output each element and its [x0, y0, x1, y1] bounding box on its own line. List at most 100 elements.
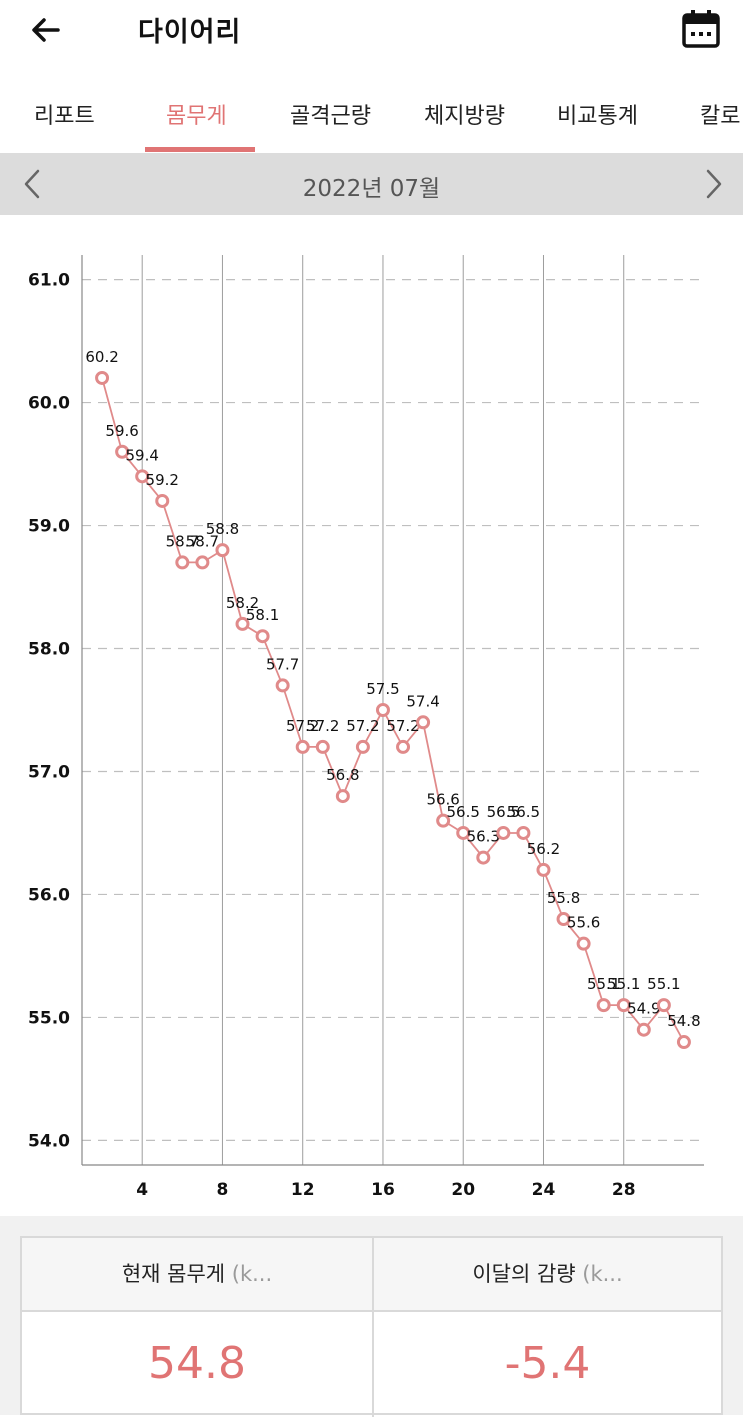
tab-weight[interactable]: 몸무게 [166, 104, 227, 129]
data-label: 57.2 [386, 717, 419, 735]
data-label: 57.7 [266, 655, 299, 673]
x-tick-label: 24 [532, 1180, 556, 1200]
data-point [235, 616, 250, 631]
data-label: 56.6 [426, 791, 459, 809]
current-weight-label: 현재 몸무게 [121, 1262, 226, 1286]
data-label: 57.5 [366, 680, 399, 698]
data-point [135, 469, 150, 484]
data-point [315, 739, 330, 754]
data-point [576, 936, 591, 951]
data-label: 59.2 [146, 471, 179, 489]
data-label: 56.8 [326, 766, 359, 784]
data-label: 55.6 [567, 914, 600, 932]
data-point [335, 789, 350, 804]
tab-skeletal-muscle[interactable]: 골격근량 [290, 104, 371, 129]
data-label: 56.2 [527, 840, 560, 858]
y-tick-label: 60.0 [28, 394, 70, 414]
current-weight-value: 54.8 [148, 1338, 246, 1389]
tab-bar: 리포트 몸무게 골격근량 체지방량 비교통계 칼로 [0, 62, 743, 154]
data-point [95, 370, 110, 385]
data-point [456, 825, 471, 840]
data-label: 58.2 [226, 594, 259, 612]
monthly-change-header: 이달의 감량 (k... [374, 1238, 721, 1312]
data-point [596, 998, 611, 1013]
data-label: 55.1 [587, 975, 620, 993]
current-weight-header: 현재 몸무게 (k... [22, 1238, 372, 1312]
monthly-change-label: 이달의 감량 [472, 1262, 576, 1286]
x-tick-label: 8 [217, 1180, 229, 1200]
chevron-right-icon[interactable] [700, 167, 728, 201]
data-label: 54.8 [667, 1012, 700, 1030]
calendar-icon[interactable] [682, 8, 720, 48]
data-point [476, 850, 491, 865]
weight-line-chart: 54.0 55.0 56.0 57.0 58.0 59.0 60.0 61.0 4 8 12 16 20… [28, 255, 704, 1200]
y-tick-label: 59.0 [28, 517, 70, 537]
data-point [155, 493, 170, 508]
data-label: 54.9 [627, 1000, 660, 1018]
data-label: 57.4 [406, 692, 439, 710]
data-point [676, 1035, 691, 1050]
data-point [295, 739, 310, 754]
data-label: 60.2 [85, 348, 118, 366]
data-point [616, 998, 631, 1013]
stats-divider [372, 1238, 374, 1417]
tab-body-fat[interactable]: 체지방량 [424, 104, 505, 129]
data-point [195, 555, 210, 570]
data-label: 56.3 [467, 828, 500, 846]
data-label: 57.2 [346, 717, 379, 735]
data-label: 56.5 [507, 803, 540, 821]
data-point [516, 825, 531, 840]
data-label: 56.5 [447, 803, 480, 821]
active-tab-indicator [145, 147, 255, 152]
data-point [636, 1022, 651, 1037]
data-label: 55.8 [547, 889, 580, 907]
data-point [255, 629, 270, 644]
data-point [536, 862, 551, 877]
data-label: 55.1 [647, 975, 680, 993]
data-point [175, 555, 190, 570]
page-title: 다이어리 [138, 17, 242, 48]
data-point [416, 715, 431, 730]
data-label: 59.4 [125, 446, 158, 464]
month-label: 2022년 07월 [302, 176, 441, 202]
data-point [436, 813, 451, 828]
tab-comparison-stats[interactable]: 비교통계 [557, 104, 638, 129]
x-tick-label: 16 [371, 1180, 395, 1200]
data-point [215, 543, 230, 558]
x-tick-label: 28 [612, 1180, 636, 1200]
weight-series-line [101, 377, 685, 1043]
y-tick-label: 55.0 [28, 1008, 70, 1028]
month-navigator: 2022년 07월 [0, 153, 743, 215]
data-label: 57.2 [286, 717, 319, 735]
x-tick-label: 4 [136, 1180, 148, 1200]
arrow-left-icon[interactable] [28, 12, 64, 48]
y-tick-label: 58.0 [28, 640, 70, 660]
data-point [115, 444, 130, 459]
weight-chart: 54.0 55.0 56.0 57.0 58.0 59.0 60.0 61.0 4 8 12 16 20… [0, 215, 743, 1215]
data-label: 58.7 [166, 532, 199, 550]
tab-calories[interactable]: 칼로 [700, 104, 741, 129]
chevron-left-icon[interactable] [18, 167, 46, 201]
data-label: 55.1 [607, 975, 640, 993]
data-label: 56.5 [487, 803, 520, 821]
data-label: 58.8 [206, 520, 239, 538]
y-tick-label: 56.0 [28, 885, 70, 905]
y-tick-label: 54.0 [28, 1131, 70, 1151]
y-tick-label: 57.0 [28, 762, 70, 782]
y-tick-label: 61.0 [28, 271, 70, 291]
top-bar: 다이어리 [0, 0, 743, 60]
data-point [656, 998, 671, 1013]
data-point [396, 739, 411, 754]
data-label: 58.1 [246, 606, 279, 624]
data-point [496, 825, 511, 840]
x-tick-label: 12 [291, 1180, 315, 1200]
stats-table: 현재 몸무게 (k... 이달의 감량 (k... 54.8 -5.4 [20, 1236, 723, 1417]
tab-report[interactable]: 리포트 [34, 104, 95, 129]
data-point [355, 739, 370, 754]
data-point [275, 678, 290, 693]
data-label: 58.7 [186, 532, 219, 550]
current-weight-unit: (k... [231, 1262, 273, 1286]
x-tick-label: 20 [451, 1180, 475, 1200]
monthly-change-unit: (k... [582, 1262, 623, 1286]
data-label: 59.6 [105, 422, 138, 440]
